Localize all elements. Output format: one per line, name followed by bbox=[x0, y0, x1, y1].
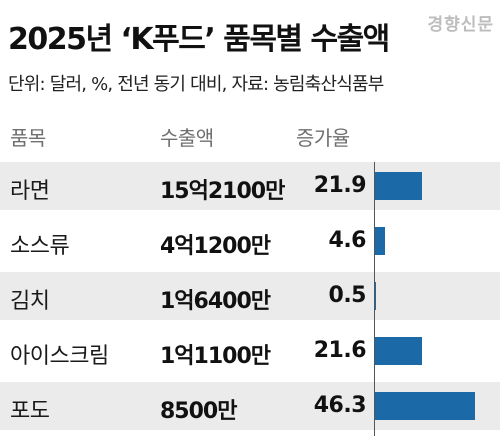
growth-bar bbox=[375, 337, 422, 365]
growth-bar bbox=[375, 172, 422, 200]
row-export-amount: 4억1200만 bbox=[160, 234, 271, 259]
row-item-label: 아이스크림 bbox=[10, 344, 109, 369]
row-growth-rate: 4.6 bbox=[328, 228, 367, 253]
table-header: 품목 수출액 증가율 bbox=[0, 114, 500, 162]
column-header-amount: 수출액 bbox=[160, 126, 214, 150]
growth-bar bbox=[375, 227, 385, 255]
growth-bar bbox=[375, 392, 475, 420]
table-row: 라면 15억2100만 21.9 bbox=[0, 162, 500, 210]
row-growth-rate: 46.3 bbox=[313, 393, 367, 418]
chart-title: 2025년 ‘K푸드’ 품목별 수출액 bbox=[8, 22, 390, 57]
row-export-amount: 1억1100만 bbox=[160, 344, 271, 369]
table-row: 김치 1억6400만 0.5 bbox=[0, 272, 500, 320]
row-growth-rate: 21.6 bbox=[313, 338, 367, 363]
column-header-rate: 증가율 bbox=[296, 126, 350, 150]
row-growth-rate: 0.5 bbox=[328, 283, 367, 308]
row-export-amount: 15억2100만 bbox=[160, 179, 285, 204]
table-row: 소스류 4억1200만 4.6 bbox=[0, 217, 500, 265]
row-export-amount: 8500만 bbox=[160, 399, 237, 424]
chart-subtitle: 단위: 달러, %, 전년 동기 대비, 자료: 농림축산식품부 bbox=[8, 74, 384, 95]
row-item-label: 김치 bbox=[10, 289, 50, 314]
table-row: 아이스크림 1억1100만 21.6 bbox=[0, 327, 500, 375]
row-item-label: 라면 bbox=[10, 179, 50, 204]
growth-bar bbox=[375, 282, 376, 310]
bar-baseline bbox=[374, 162, 375, 436]
row-item-label: 포도 bbox=[10, 399, 50, 424]
column-header-item: 품목 bbox=[10, 126, 46, 150]
row-growth-rate: 21.9 bbox=[313, 173, 367, 198]
row-item-label: 소스류 bbox=[10, 234, 70, 259]
brand-watermark: 경향신문 bbox=[427, 15, 494, 35]
row-export-amount: 1억6400만 bbox=[160, 289, 271, 314]
table-row: 포도 8500만 46.3 bbox=[0, 382, 500, 430]
